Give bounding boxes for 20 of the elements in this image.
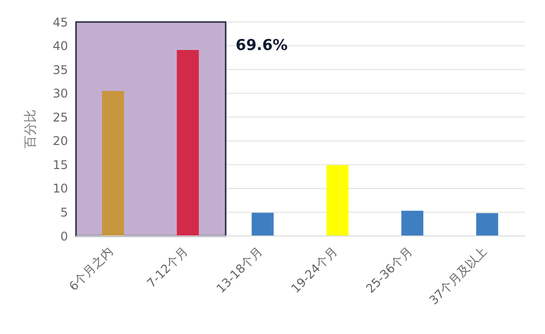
y-tick-label: 40 — [52, 39, 68, 54]
x-tick-label: 6个月之内 — [66, 244, 116, 294]
y-tick-label: 0 — [60, 229, 68, 244]
bar — [476, 213, 498, 236]
y-tick-label: 10 — [52, 182, 68, 196]
bar — [252, 212, 274, 236]
y-tick-label: 35 — [52, 62, 68, 77]
band-label: 69.6% — [236, 36, 288, 54]
bar — [326, 165, 348, 236]
bar — [176, 50, 199, 236]
x-tick-label: 37个月及以上 — [426, 244, 490, 308]
bar — [102, 90, 124, 236]
y-tick-label: 30 — [52, 86, 68, 101]
y-tick-label: 45 — [52, 15, 68, 30]
y-tick-label: 25 — [52, 110, 68, 124]
y-tick-label: 15 — [52, 158, 68, 172]
y-tick-label: 20 — [52, 134, 68, 148]
y-axis-title: 百分比 — [24, 110, 39, 148]
y-tick-label: 5 — [60, 205, 68, 220]
bar — [401, 210, 424, 236]
